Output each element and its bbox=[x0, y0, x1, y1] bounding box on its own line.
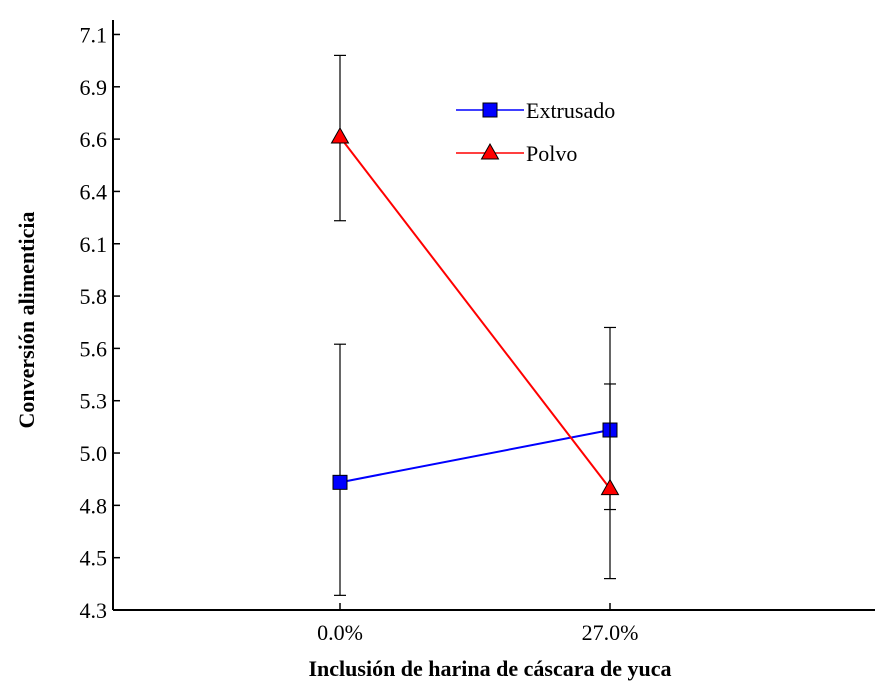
x-tick-label: 27.0% bbox=[582, 620, 639, 645]
y-tick-label: 4.3 bbox=[80, 598, 108, 623]
y-tick-label: 6.4 bbox=[80, 179, 108, 204]
series-polvo bbox=[330, 54, 620, 580]
y-ticks: 4.3 4.5 4.8 5.0 5.3 5.6 5.8 6.1 6.4 6.6 6.9 7.1 bbox=[80, 22, 120, 623]
y-axis-title: Conversión alimenticia bbox=[14, 212, 39, 429]
data-point bbox=[330, 127, 350, 144]
data-point bbox=[332, 474, 348, 490]
data-point bbox=[600, 478, 620, 496]
series-extrusado bbox=[332, 343, 618, 596]
y-tick-label: 5.3 bbox=[80, 389, 108, 414]
y-tick-label: 7.1 bbox=[80, 22, 108, 47]
y-tick-label: 5.6 bbox=[80, 336, 108, 361]
legend-item-extrusado: Extrusado bbox=[456, 98, 615, 123]
legend-marker bbox=[482, 102, 498, 118]
y-tick-label: 5.0 bbox=[80, 441, 108, 466]
series-line bbox=[339, 429, 611, 484]
x-tick-label: 0.0% bbox=[317, 620, 363, 645]
y-tick-label: 5.8 bbox=[80, 284, 108, 309]
legend-item-polvo: Polvo bbox=[456, 141, 577, 166]
axes bbox=[112, 20, 875, 611]
y-tick-label: 4.8 bbox=[80, 493, 108, 518]
series-line bbox=[339, 136, 611, 490]
legend-label: Polvo bbox=[526, 141, 577, 166]
y-tick-label: 6.1 bbox=[80, 232, 108, 257]
x-ticks: 0.0% 27.0% bbox=[317, 603, 638, 645]
series-layer bbox=[330, 54, 620, 596]
y-tick-label: 6.9 bbox=[80, 75, 108, 100]
legend-label: Extrusado bbox=[526, 98, 615, 123]
x-axis-title: Inclusión de harina de cáscara de yuca bbox=[308, 656, 671, 681]
y-tick-label: 6.6 bbox=[80, 127, 108, 152]
y-tick-label: 4.5 bbox=[80, 546, 108, 571]
legend: Extrusado Polvo bbox=[456, 98, 615, 166]
legend-marker bbox=[480, 142, 500, 160]
